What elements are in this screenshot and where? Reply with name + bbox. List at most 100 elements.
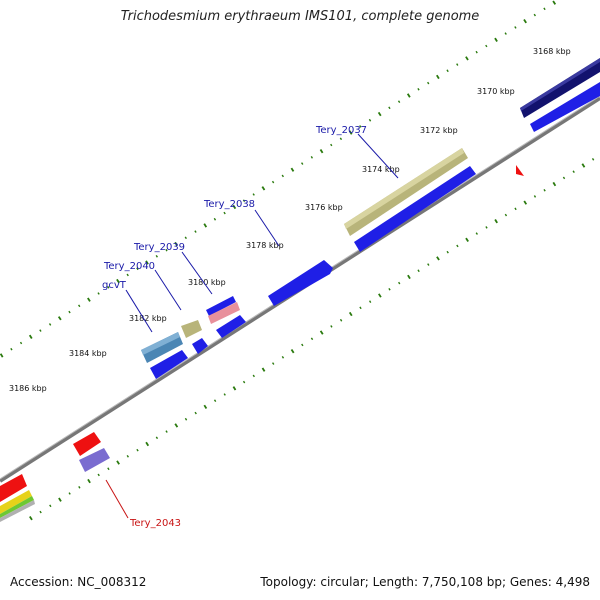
gene-label-gcvt[interactable]: gcvT xyxy=(102,280,127,291)
tick-mark xyxy=(290,167,295,172)
tick-mark xyxy=(272,362,275,365)
tick-mark xyxy=(368,118,372,122)
tick-mark xyxy=(155,255,158,258)
gene-label-tery-2043[interactable]: Tery_2043 xyxy=(129,518,181,529)
gene-tery-2043-red[interactable] xyxy=(73,432,101,456)
tick-mark xyxy=(252,193,255,196)
tick-mark xyxy=(427,263,430,266)
scale-label-3170: 3170 kbp xyxy=(477,87,515,96)
gene-red-bottom-left[interactable] xyxy=(0,474,27,502)
gene-label-tery-2040[interactable]: Tery_2040 xyxy=(103,261,155,272)
gene-labels: Tery_2037 Tery_2038 Tery_2039 Tery_2040 … xyxy=(102,125,367,529)
tick-mark xyxy=(330,143,333,147)
tick-mark xyxy=(504,213,508,217)
tick-mark xyxy=(562,176,566,180)
gene-gray-bottom-left[interactable] xyxy=(0,500,35,522)
tick-mark xyxy=(330,325,333,328)
tick-mark xyxy=(301,162,304,165)
tick-mark xyxy=(184,417,188,421)
gene-label-tery-2037[interactable]: Tery_2037 xyxy=(315,125,367,136)
tick-mark xyxy=(523,19,527,24)
tick-mark xyxy=(232,204,237,210)
tick-mark xyxy=(319,330,324,335)
map-title: Trichodesmium erythraeum IMS101, complet… xyxy=(120,9,480,24)
accession-text: Accession: NC_008312 xyxy=(10,575,147,589)
tick-mark xyxy=(290,349,295,354)
tick-mark xyxy=(57,316,62,321)
tick-mark xyxy=(165,248,168,252)
tick-mark xyxy=(465,56,469,61)
tick-mark xyxy=(261,367,266,372)
scale-label-3182: 3182 kbp xyxy=(129,314,167,323)
tick-mark xyxy=(28,334,33,339)
gene-blue-3183[interactable] xyxy=(150,350,188,379)
tick-mark xyxy=(572,170,575,173)
gene-label-tery-2039[interactable]: Tery_2039 xyxy=(133,242,185,253)
gene-tery-2038-blue[interactable] xyxy=(268,260,333,306)
gene-blue-3170[interactable] xyxy=(530,82,600,132)
tick-mark xyxy=(136,448,139,452)
scale-label-3168: 3168 kbp xyxy=(533,47,571,56)
tick-mark xyxy=(417,88,420,91)
tick-mark xyxy=(504,32,507,35)
tick-mark xyxy=(223,393,226,396)
tick-mark xyxy=(348,311,353,317)
tick-mark xyxy=(10,347,13,351)
gene-tery-2037-blue[interactable] xyxy=(354,166,476,252)
gene-dark-navy-shade xyxy=(520,58,600,111)
tick-mark xyxy=(475,232,478,235)
tick-mark xyxy=(301,343,304,347)
gene-blue-small[interactable] xyxy=(192,338,208,354)
gene-tery-2039-blue[interactable] xyxy=(206,296,236,316)
tick-mark xyxy=(533,13,536,17)
tick-mark xyxy=(407,274,411,280)
gene-purple[interactable] xyxy=(79,448,110,472)
tick-mark xyxy=(271,180,275,184)
tick-mark xyxy=(310,156,314,159)
gene-red-marker[interactable] xyxy=(516,165,524,176)
tick-mark xyxy=(465,237,469,242)
gene-tery-2039-pink[interactable] xyxy=(208,302,240,324)
tick-mark xyxy=(485,44,488,48)
tick-mark xyxy=(97,473,100,477)
tick-mark xyxy=(456,244,459,248)
tick-mark xyxy=(39,510,42,514)
scale-label-3184: 3184 kbp xyxy=(69,349,107,358)
tick-mark xyxy=(184,236,187,240)
tick-mark xyxy=(136,267,139,271)
tick-mark xyxy=(126,273,129,277)
gene-tery-2040-khaki[interactable] xyxy=(181,320,202,338)
tick-mark xyxy=(242,380,246,384)
tick-mark xyxy=(48,323,52,326)
tick-mark xyxy=(543,7,546,11)
tick-mark xyxy=(533,195,537,198)
tick-mark xyxy=(388,288,391,291)
tick-mark xyxy=(319,149,324,154)
tick-mark xyxy=(0,353,4,358)
tick-mark xyxy=(165,430,168,433)
tick-mark xyxy=(174,423,179,428)
scale-label-3186: 3186 kbp xyxy=(9,384,47,393)
gene-tery-2037-khaki-shade xyxy=(344,148,464,229)
tick-mark xyxy=(19,341,23,345)
tick-mark xyxy=(194,411,197,415)
tick-mark xyxy=(359,125,362,128)
tick-mark xyxy=(523,200,528,205)
tick-mark xyxy=(49,504,52,508)
inner-tick-track xyxy=(29,158,595,521)
tick-mark xyxy=(378,293,382,298)
gene-label-tery-2038[interactable]: Tery_2038 xyxy=(203,199,255,210)
tick-mark xyxy=(107,286,110,289)
tick-mark xyxy=(116,460,120,465)
tick-mark xyxy=(252,374,255,378)
tick-mark xyxy=(68,310,71,314)
tick-mark xyxy=(485,226,488,229)
tick-mark xyxy=(388,106,391,110)
scale-label-3178: 3178 kbp xyxy=(246,241,284,250)
tick-mark xyxy=(368,300,372,303)
tick-mark xyxy=(232,386,237,391)
gene-blue-3180[interactable] xyxy=(216,315,246,338)
gene-green-bottom-left[interactable] xyxy=(0,496,34,518)
gene-yellow-bottom-left[interactable] xyxy=(0,490,32,514)
